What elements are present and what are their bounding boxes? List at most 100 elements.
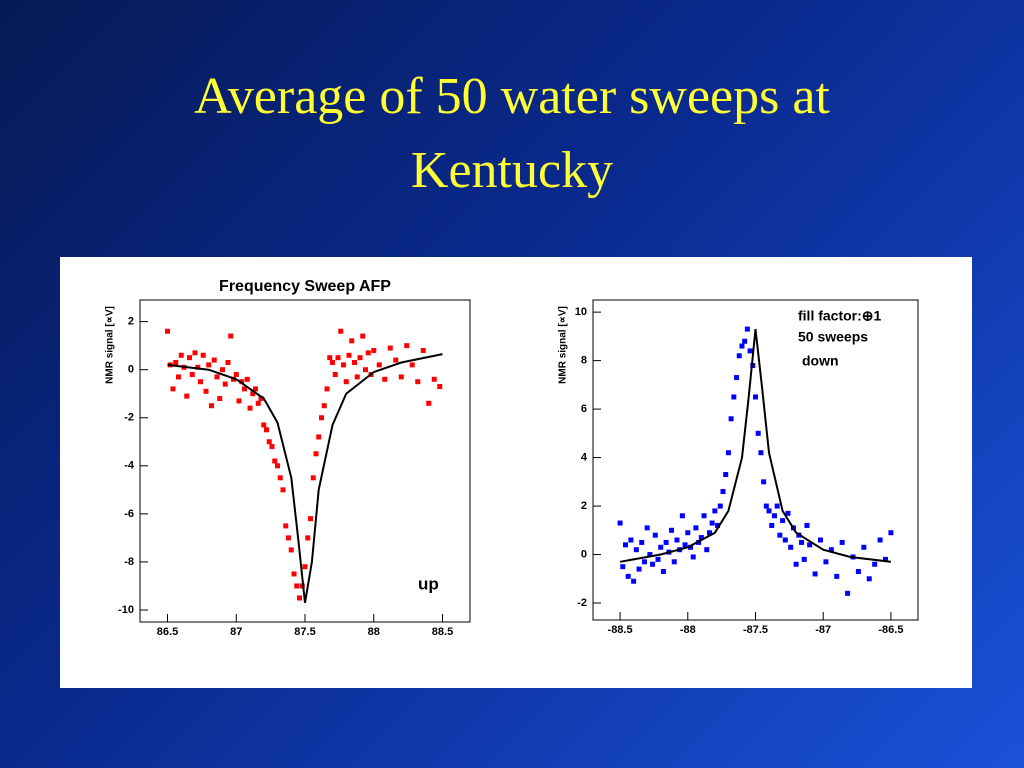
data-point — [631, 578, 637, 584]
y-tick-label: -2 — [124, 412, 134, 424]
data-point — [633, 547, 639, 553]
data-point — [801, 556, 807, 562]
fit-curve — [619, 328, 892, 563]
data-point — [217, 396, 223, 402]
data-point — [888, 530, 894, 536]
data-point — [242, 386, 247, 392]
data-point — [834, 573, 840, 579]
data-point — [437, 384, 443, 390]
data-point — [283, 523, 289, 529]
data-point — [647, 552, 653, 558]
data-point — [313, 451, 319, 457]
x-tick-label: -88.5 — [608, 624, 633, 636]
data-point — [679, 513, 685, 519]
x-tick-label: 88 — [368, 626, 380, 638]
figure-panel — [60, 257, 972, 688]
data-point — [793, 561, 799, 567]
data-point — [755, 430, 761, 436]
data-point — [674, 537, 680, 543]
data-point — [877, 537, 883, 543]
data-point — [357, 355, 363, 361]
y-tick-label: 10 — [575, 306, 587, 318]
data-point — [688, 544, 693, 550]
data-point — [184, 393, 190, 399]
data-point — [644, 525, 650, 531]
data-point — [782, 537, 788, 543]
data-point — [308, 516, 313, 522]
data-point — [426, 400, 432, 406]
slide-title: Average of 50 water sweeps at Kentucky — [194, 68, 830, 199]
data-point — [623, 542, 628, 548]
data-point — [225, 359, 231, 365]
x-tick-label: -87.5 — [743, 624, 768, 636]
data-point — [660, 569, 666, 575]
data-point — [310, 475, 316, 481]
data-point — [431, 376, 437, 382]
data-point — [807, 542, 813, 548]
data-point — [650, 561, 656, 567]
data-point — [706, 530, 712, 536]
data-point — [319, 415, 324, 421]
data-point — [747, 348, 753, 354]
data-point — [617, 520, 623, 526]
y-tick-label: 4 — [581, 451, 588, 463]
annotation: fill factor:⊕1 — [798, 308, 882, 324]
data-point — [332, 371, 338, 377]
data-point — [736, 353, 742, 359]
data-point — [685, 530, 691, 536]
data-point — [658, 544, 664, 550]
data-point — [178, 352, 184, 358]
data-point — [739, 343, 745, 349]
x-tick-label: 86.5 — [157, 626, 178, 638]
data-point — [766, 508, 772, 514]
data-point — [294, 583, 300, 589]
y-tick-label: 0 — [581, 548, 587, 560]
data-point — [247, 405, 253, 411]
data-point — [288, 547, 294, 553]
data-point — [195, 364, 201, 370]
data-point — [628, 537, 634, 543]
data-point — [731, 394, 737, 400]
data-point — [812, 571, 818, 577]
y-tick-label: -4 — [124, 460, 135, 472]
data-point — [625, 573, 631, 579]
data-point — [165, 328, 170, 334]
data-point — [639, 539, 645, 545]
data-point — [641, 559, 647, 565]
data-point — [170, 386, 176, 392]
data-point — [286, 535, 291, 541]
data-point — [698, 535, 704, 541]
data-point — [261, 422, 267, 428]
y-tick-label: -6 — [124, 508, 134, 520]
data-point — [387, 345, 393, 351]
data-point — [398, 374, 404, 380]
data-point — [655, 556, 661, 562]
data-point — [272, 458, 278, 464]
data-point — [297, 595, 302, 601]
data-point — [409, 362, 415, 368]
data-point — [264, 427, 269, 433]
data-point — [302, 564, 308, 570]
x-tick-label: -87 — [815, 624, 831, 636]
data-point — [866, 576, 872, 582]
data-point — [652, 532, 658, 538]
data-point — [636, 566, 642, 572]
data-point — [804, 522, 810, 528]
data-point — [206, 362, 212, 368]
data-point — [709, 520, 715, 526]
data-point — [258, 396, 264, 402]
data-point — [761, 479, 767, 485]
data-point — [420, 347, 426, 353]
data-point — [720, 489, 726, 495]
data-point — [717, 503, 723, 509]
data-point — [823, 559, 829, 565]
data-point — [291, 571, 297, 577]
data-point — [200, 352, 206, 358]
y-tick-label: -10 — [118, 604, 134, 616]
y-axis-label: NMR signal [∝V] — [558, 306, 569, 384]
data-point — [763, 503, 769, 509]
data-point — [346, 352, 352, 358]
data-point — [690, 554, 696, 560]
data-point — [341, 362, 346, 368]
